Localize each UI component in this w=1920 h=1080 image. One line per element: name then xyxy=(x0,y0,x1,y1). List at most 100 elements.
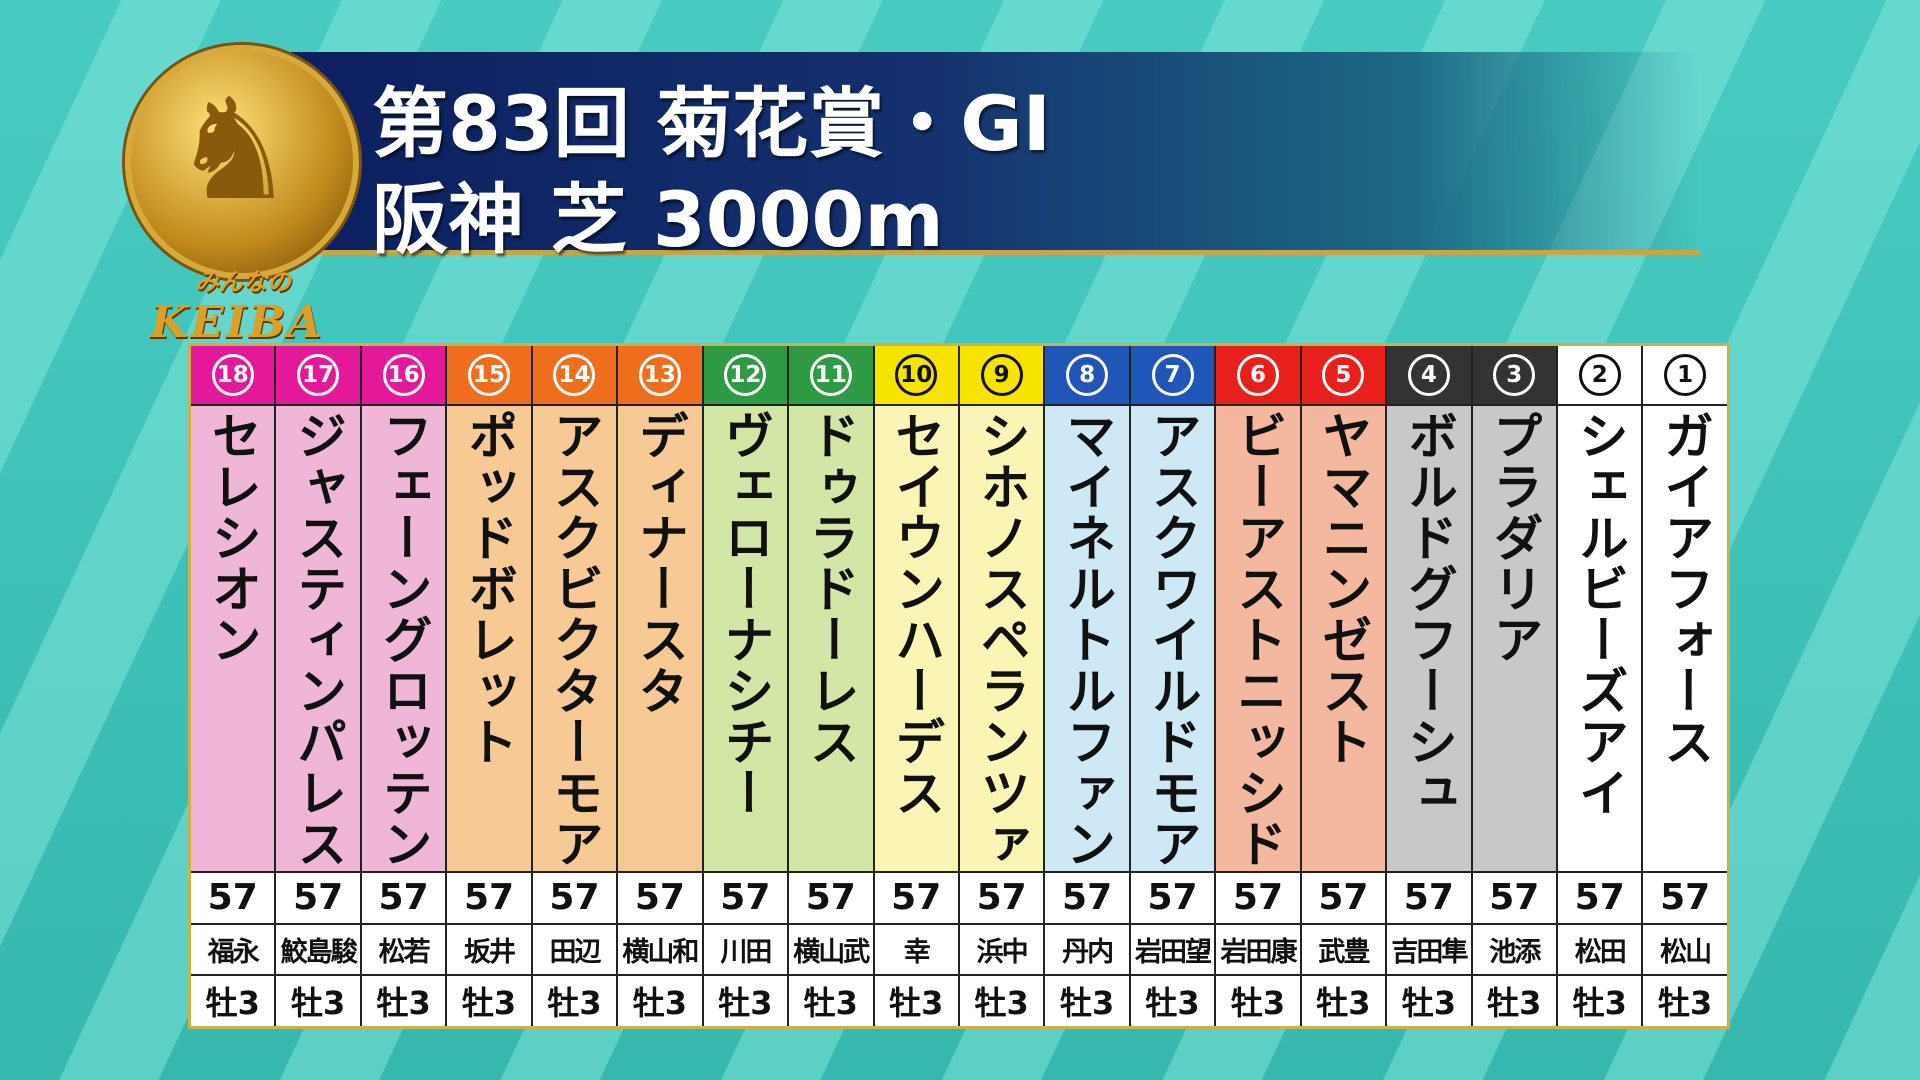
horse-number: 11 xyxy=(809,353,852,396)
horse-column: 3 プラダリア 57 池添 牡3 xyxy=(1472,346,1558,1026)
horse-name-cell: ビーアストニッシド xyxy=(1216,405,1300,874)
horse-number: 7 xyxy=(1151,353,1194,396)
horse-name-cell: シホノスペランツァ xyxy=(959,405,1044,874)
horse-name: ドゥラドーレス xyxy=(801,409,860,767)
jockey-name: 坂井 xyxy=(447,924,531,977)
horse-number: 13 xyxy=(638,353,681,396)
sex-age: 牡3 xyxy=(1387,976,1471,1026)
horse-column: 4 ボルドグフーシュ 57 吉田隼 牡3 xyxy=(1387,346,1473,1026)
jockey-name: 川田 xyxy=(703,924,788,977)
horse-number-cell: 1 xyxy=(1643,346,1727,406)
horse-column: 12 ヴェローナシチー 57 川田 牡3 xyxy=(703,346,790,1026)
horse-number: 4 xyxy=(1407,353,1450,396)
horse-number-cell: 15 xyxy=(447,346,531,406)
horse-column: 1 ガイアフォース 57 松山 牡3 xyxy=(1643,346,1727,1026)
jockey-name: 岩田康 xyxy=(1216,924,1300,977)
sex-age: 牡3 xyxy=(1558,976,1642,1026)
horse-name: ディナースタ xyxy=(630,409,689,716)
gold-medal-logo: ♞ xyxy=(125,45,359,279)
horse-column: 7 アスクワイルドモア 57 岩田望 牡3 xyxy=(1130,346,1217,1026)
sex-age: 牡3 xyxy=(1472,976,1556,1026)
horse-name: セレシオン xyxy=(203,409,262,665)
horse-name: シホノスペランツァ xyxy=(972,409,1031,869)
sex-age: 牡3 xyxy=(874,976,958,1026)
horse-number: 5 xyxy=(1322,353,1365,396)
race-course: 阪神 芝 3000m xyxy=(372,175,944,264)
horse-number-cell: 13 xyxy=(618,346,702,406)
sex-age: 牡3 xyxy=(1643,976,1727,1026)
horse-column: 9 シホノスペランツァ 57 浜中 牡3 xyxy=(959,346,1046,1026)
carried-weight: 57 xyxy=(874,873,958,925)
horse-column: 8 マイネルトルファン 57 丹内 牡3 xyxy=(1045,346,1131,1026)
jockey-name: 吉田隼 xyxy=(1387,924,1471,977)
sex-age: 牡3 xyxy=(1301,976,1386,1026)
horse-name: シェルビーズアイ xyxy=(1570,409,1629,818)
horse-number-cell: 17 xyxy=(276,346,360,406)
horse-name: ビーアストニッシド xyxy=(1228,409,1287,869)
horse-name: ヴェローナシチー xyxy=(716,409,775,818)
horse-number: 1 xyxy=(1664,353,1707,396)
carried-weight: 57 xyxy=(191,873,275,925)
horse-number: 2 xyxy=(1578,353,1621,396)
sex-age: 牡3 xyxy=(447,976,531,1026)
horse-number-cell: 14 xyxy=(532,346,617,406)
carried-weight: 57 xyxy=(1558,873,1642,925)
carried-weight: 57 xyxy=(959,873,1044,925)
horse-number: 10 xyxy=(895,353,938,396)
carried-weight: 57 xyxy=(532,873,617,925)
horse-number-cell: 11 xyxy=(789,346,873,406)
horse-name-cell: ディナースタ xyxy=(618,405,702,874)
carried-weight: 57 xyxy=(1045,873,1129,925)
horse-number: 17 xyxy=(297,353,340,396)
horse-number-cell: 10 xyxy=(874,346,958,406)
carried-weight: 57 xyxy=(276,873,360,925)
horse-name-cell: マイネルトルファン xyxy=(1045,405,1129,874)
horse-column: 15 ポッドボレット 57 坂井 牡3 xyxy=(447,346,533,1026)
horse-column: 16 フェーングロッテン 57 松若 牡3 xyxy=(361,346,448,1026)
sex-age: 牡3 xyxy=(1130,976,1215,1026)
horse-name: アスクビクターモア xyxy=(545,409,604,869)
horse-name-cell: フェーングロッテン xyxy=(361,405,446,874)
horse-column: 10 セイウンハーデス 57 幸 牡3 xyxy=(874,346,960,1026)
carried-weight: 57 xyxy=(1472,873,1556,925)
carried-weight: 57 xyxy=(447,873,531,925)
horse-number: 8 xyxy=(1066,353,1109,396)
sex-age: 牡3 xyxy=(191,976,275,1026)
horse-number: 18 xyxy=(211,353,254,396)
horse-number-cell: 6 xyxy=(1216,346,1300,406)
carried-weight: 57 xyxy=(1216,873,1300,925)
title-banner xyxy=(280,52,1700,255)
horse-name-cell: ヤマニンゼスト xyxy=(1301,405,1386,874)
horse-name: ボルドグフーシュ xyxy=(1399,409,1458,818)
horse-name: ヤマニンゼスト xyxy=(1314,409,1373,767)
jockey-name: 横山和 xyxy=(618,924,702,977)
horse-number-cell: 8 xyxy=(1045,346,1129,406)
horse-name: アスクワイルドモア xyxy=(1143,409,1202,869)
jockey-name: 松山 xyxy=(1643,924,1727,977)
horse-number-cell: 7 xyxy=(1130,346,1215,406)
entry-table: 18 セレシオン 57 福永 牡3 17 ジャスティンパレス 57 鮫島駿 牡3… xyxy=(188,343,1730,1029)
horse-number-cell: 16 xyxy=(361,346,446,406)
horse-number-cell: 3 xyxy=(1472,346,1556,406)
horse-name-cell: ヴェローナシチー xyxy=(703,405,788,874)
horse-name-cell: セレシオン xyxy=(191,405,275,874)
horse-name-cell: ガイアフォース xyxy=(1643,405,1727,874)
logo-text-big: KEIBA xyxy=(150,297,324,348)
jockey-name: 幸 xyxy=(874,924,958,977)
horse-number: 9 xyxy=(980,353,1023,396)
carried-weight: 57 xyxy=(361,873,446,925)
horse-number: 3 xyxy=(1493,353,1536,396)
horse-name: プラダリア xyxy=(1485,409,1544,665)
jockey-name: 浜中 xyxy=(959,924,1044,977)
horse-column: 5 ヤマニンゼスト 57 武豊 牡3 xyxy=(1301,346,1388,1026)
jockey-horse-icon: ♞ xyxy=(171,69,297,232)
horse-name: フェーングロッテン xyxy=(374,409,433,869)
sex-age: 牡3 xyxy=(361,976,446,1026)
jockey-name: 丹内 xyxy=(1045,924,1129,977)
horse-number: 14 xyxy=(553,353,596,396)
horse-column: 13 ディナースタ 57 横山和 牡3 xyxy=(618,346,704,1026)
carried-weight: 57 xyxy=(1301,873,1386,925)
horse-name-cell: セイウンハーデス xyxy=(874,405,958,874)
carried-weight: 57 xyxy=(789,873,873,925)
sex-age: 牡3 xyxy=(1216,976,1300,1026)
